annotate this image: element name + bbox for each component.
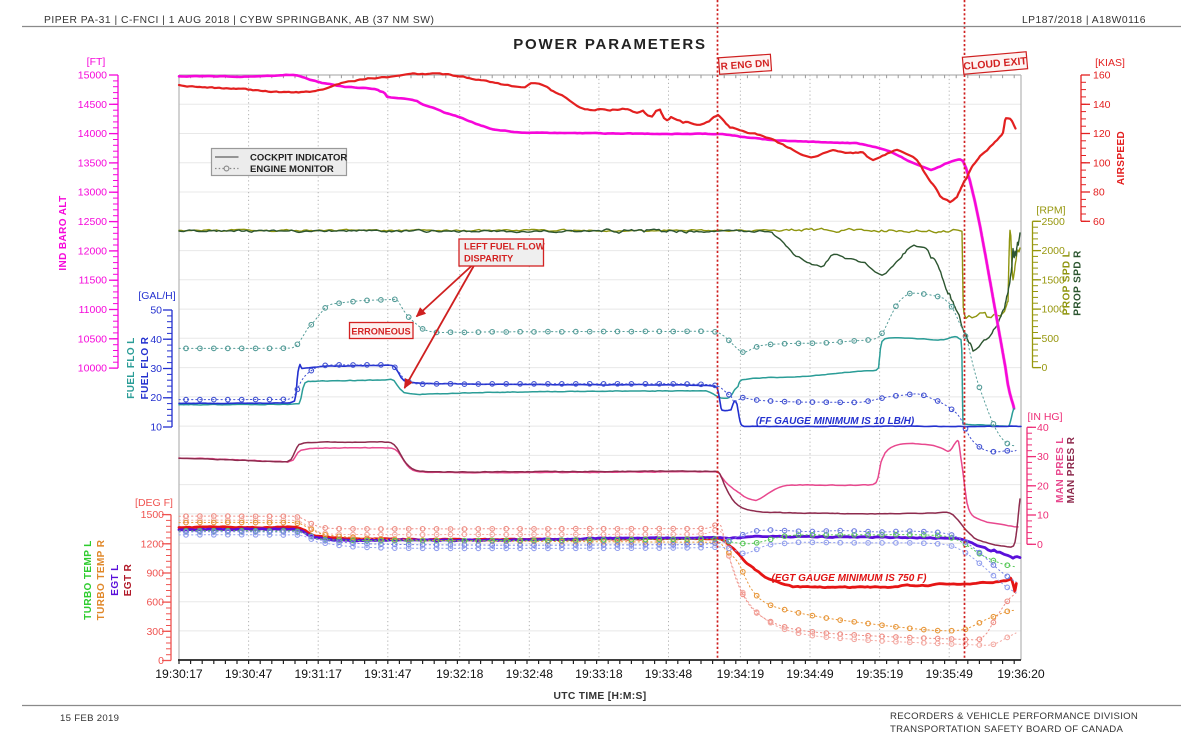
svg-text:[RPM]: [RPM] — [1036, 205, 1065, 217]
svg-text:1500: 1500 — [1042, 274, 1066, 286]
svg-text:[FT]: [FT] — [87, 56, 106, 68]
svg-text:2500: 2500 — [1042, 216, 1066, 228]
svg-text:FUEL FLO R: FUEL FLO R — [140, 336, 151, 399]
svg-text:TURBO TEMP R: TURBO TEMP R — [96, 539, 107, 620]
svg-text:40: 40 — [150, 334, 162, 346]
svg-text:600: 600 — [146, 597, 164, 609]
svg-text:[KIAS]: [KIAS] — [1095, 57, 1125, 69]
svg-text:19:34:19: 19:34:19 — [717, 667, 765, 681]
svg-text:13000: 13000 — [78, 187, 107, 199]
svg-text:140: 140 — [1093, 99, 1111, 111]
svg-text:19:31:17: 19:31:17 — [294, 667, 342, 681]
svg-text:UTC TIME [H:M:S]: UTC TIME [H:M:S] — [554, 691, 647, 702]
svg-text:10: 10 — [1037, 510, 1049, 522]
svg-text:[IN HG]: [IN HG] — [1027, 411, 1062, 423]
svg-text:60: 60 — [1093, 216, 1105, 228]
svg-text:ENGINE MONITOR: ENGINE MONITOR — [250, 164, 334, 175]
svg-text:LP187/2018 | A18W0116: LP187/2018 | A18W0116 — [1022, 15, 1146, 26]
svg-text:CLOUD EXIT: CLOUD EXIT — [963, 55, 1028, 73]
svg-text:15000: 15000 — [78, 70, 107, 82]
svg-text:14500: 14500 — [78, 99, 107, 111]
svg-text:19:32:18: 19:32:18 — [436, 667, 484, 681]
svg-text:19:35:19: 19:35:19 — [856, 667, 904, 681]
svg-text:15 FEB 2019: 15 FEB 2019 — [60, 713, 119, 724]
svg-text:120: 120 — [1093, 128, 1111, 140]
svg-text:TRANSPORTATION SAFETY BOARD OF: TRANSPORTATION SAFETY BOARD OF CANADA — [890, 724, 1124, 735]
svg-text:2000: 2000 — [1042, 245, 1066, 257]
svg-text:30: 30 — [150, 363, 162, 375]
svg-text:30: 30 — [1037, 451, 1049, 463]
svg-text:[DEG F]: [DEG F] — [135, 497, 173, 509]
svg-text:13500: 13500 — [78, 157, 107, 169]
svg-text:19:34:49: 19:34:49 — [786, 667, 834, 681]
svg-text:[GAL/H]: [GAL/H] — [138, 290, 175, 302]
svg-text:10500: 10500 — [78, 333, 107, 345]
svg-text:14000: 14000 — [78, 128, 107, 140]
svg-text:19:30:47: 19:30:47 — [225, 667, 273, 681]
svg-text:DISPARITY: DISPARITY — [464, 253, 514, 264]
svg-text:19:32:48: 19:32:48 — [506, 667, 554, 681]
svg-text:10000: 10000 — [78, 363, 107, 375]
svg-text:20: 20 — [1037, 480, 1049, 492]
svg-text:12000: 12000 — [78, 245, 107, 257]
svg-text:10: 10 — [150, 422, 162, 434]
svg-text:EGT L: EGT L — [110, 564, 121, 595]
svg-text:IND BARO ALT: IND BARO ALT — [58, 195, 69, 270]
svg-text:19:33:18: 19:33:18 — [575, 667, 623, 681]
svg-text:100: 100 — [1093, 157, 1111, 169]
svg-text:1500: 1500 — [141, 509, 165, 521]
svg-text:0: 0 — [158, 655, 164, 667]
svg-text:11000: 11000 — [79, 304, 108, 316]
svg-text:POWER PARAMETERS: POWER PARAMETERS — [513, 36, 707, 53]
svg-text:500: 500 — [1042, 333, 1060, 345]
svg-text:FUEL FLO L: FUEL FLO L — [126, 337, 137, 399]
svg-text:PROP SPD L: PROP SPD L — [1062, 251, 1073, 315]
svg-text:LEFT FUEL FLOW: LEFT FUEL FLOW — [464, 241, 545, 252]
svg-text:160: 160 — [1093, 70, 1111, 82]
svg-text:19:36:20: 19:36:20 — [997, 667, 1045, 681]
svg-text:MAN PRES R: MAN PRES R — [1066, 436, 1077, 503]
svg-text:1200: 1200 — [141, 538, 165, 550]
svg-text:40: 40 — [1037, 422, 1049, 434]
svg-text:11500: 11500 — [79, 275, 108, 287]
svg-text:19:31:47: 19:31:47 — [364, 667, 412, 681]
svg-text:50: 50 — [150, 305, 162, 317]
svg-text:(FF GAUGE MINIMUM IS 10 LB/H): (FF GAUGE MINIMUM IS 10 LB/H) — [756, 416, 915, 427]
svg-text:19:35:49: 19:35:49 — [925, 667, 973, 681]
svg-text:RECORDERS & VEHICLE PERFORMANC: RECORDERS & VEHICLE PERFORMANCE DIVISION — [890, 711, 1138, 722]
svg-text:0: 0 — [1042, 362, 1048, 374]
svg-text:TURBO TEMP L: TURBO TEMP L — [83, 540, 94, 620]
svg-text:PIPER PA-31 | C-FNCI | 1 AUG 2: PIPER PA-31 | C-FNCI | 1 AUG 2018 | CYBW… — [44, 15, 434, 26]
svg-text:EGT R: EGT R — [123, 563, 134, 596]
svg-text:AIRSPEED: AIRSPEED — [1116, 131, 1127, 185]
svg-text:COCKPIT INDICATOR: COCKPIT INDICATOR — [250, 153, 347, 164]
svg-text:19:33:48: 19:33:48 — [645, 667, 693, 681]
svg-text:900: 900 — [146, 568, 164, 580]
svg-text:80: 80 — [1093, 187, 1105, 199]
svg-text:MAN PRES L: MAN PRES L — [1055, 437, 1066, 503]
svg-text:(EGT GAUGE MINIMUM IS 750 F): (EGT GAUGE MINIMUM IS 750 F) — [771, 573, 927, 584]
svg-text:300: 300 — [146, 626, 164, 638]
svg-text:20: 20 — [150, 392, 162, 404]
svg-text:PROP SPD R: PROP SPD R — [1073, 250, 1084, 316]
svg-text:0: 0 — [1037, 539, 1043, 551]
svg-text:1000: 1000 — [1042, 304, 1066, 316]
svg-text:19:30:17: 19:30:17 — [155, 667, 203, 681]
svg-text:12500: 12500 — [78, 216, 107, 228]
svg-text:ERRONEOUS: ERRONEOUS — [351, 327, 410, 337]
svg-text:R ENG DN: R ENG DN — [720, 58, 770, 72]
